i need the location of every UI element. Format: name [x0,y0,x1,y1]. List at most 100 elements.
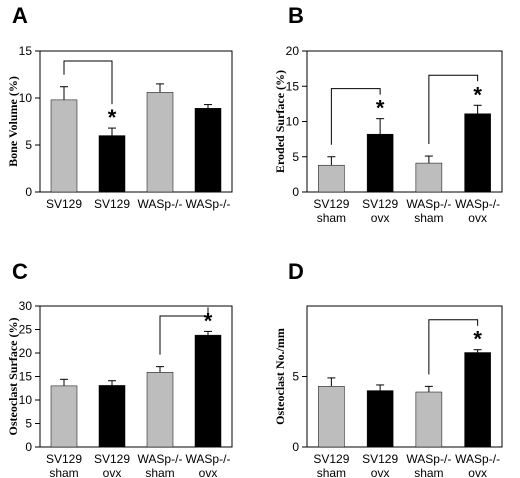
y-tick-label: 5 [292,150,299,164]
significance-bracket: * [63,60,117,130]
x-category-sublabel: ovx [199,466,218,478]
panel-letter: C [12,259,28,284]
x-category-sublabel: sham [49,466,78,478]
x-category-sublabel: sham [414,211,443,225]
error-bar [376,384,385,391]
bracket-line [330,88,381,145]
y-tick-label: 0 [292,185,299,199]
y-axis-label: Osteoclast No./mm [273,328,287,425]
y-tick-label: 0 [25,185,32,199]
x-category-sublabel: ovx [468,466,487,478]
error-bar [108,127,116,136]
panel-a: A Bone Volume (%) 0 5 10 15 SV129 SV129 WASp-/- W… [6,3,233,211]
significance-star: * [108,105,117,130]
bar [98,135,126,193]
bar [464,352,491,448]
significance-star: * [376,96,385,121]
bar [194,108,222,193]
bracket-line [63,60,113,105]
x-category-label: SV129 [362,452,398,466]
bar [50,99,78,193]
panel-c: C Osteoclast Surface (%) 0 5 10 15 20 25 30 SV129… [6,259,233,478]
y-tick-label: 10 [19,91,33,105]
x-category-label: WASp-/- [406,197,451,211]
error-bar [60,378,68,386]
x-category-sublabel: ovx [468,211,487,225]
error-bar [424,155,433,164]
x-category-label: SV129 [46,452,82,466]
significance-bracket: * [428,319,482,375]
error-bar [108,380,116,386]
y-tick-label: 10 [286,115,300,129]
y-tick-label: 5 [292,370,299,384]
x-category-label: WASp-/- [406,452,451,466]
y-axis-label: Eroded Surface (%) [273,70,287,173]
error-bar [204,330,212,336]
error-bar [60,86,68,100]
error-bar [376,118,385,135]
panel-letter: B [288,3,304,28]
error-bar [327,156,336,166]
significance-star: * [473,82,482,107]
error-bar [204,104,212,109]
y-axis-label: Bone Volume (%) [6,76,20,167]
error-bar [156,366,164,373]
bar [146,92,174,193]
error-bar [424,385,433,393]
y-tick-label: 15 [19,44,33,58]
bar [415,391,443,448]
x-category-sublabel: sham [414,466,443,478]
x-category-label: SV129 [94,452,130,466]
x-category-label: SV129 [46,197,82,211]
panel-letter: A [12,3,28,28]
y-tick-label: 0 [25,440,32,454]
bracket-line [428,319,479,375]
y-tick-label: 15 [286,79,300,93]
bar [146,372,174,448]
significance-star: * [473,327,482,352]
x-category-label: WASp-/- [186,197,231,211]
x-category-label: WASp-/- [186,452,231,466]
x-category-label: WASp-/- [138,197,183,211]
bar [50,385,78,448]
y-tick-label: 5 [25,138,32,152]
bracket-line [428,74,479,145]
x-category-label: WASp-/- [455,452,500,466]
significance-bracket: * [330,88,385,145]
y-tick-label: 5 [25,417,32,431]
y-tick-label: 20 [19,346,33,360]
bar [415,162,443,193]
bar [98,385,126,448]
bar [464,113,491,193]
y-tick-label: 10 [19,393,33,407]
bar [318,386,345,448]
significance-bracket: * [428,74,482,145]
x-category-sublabel: sham [317,211,346,225]
x-category-label: SV129 [313,197,349,211]
plot-frame [39,50,233,193]
x-category-sublabel: ovx [371,211,390,225]
x-category-sublabel: ovx [371,466,390,478]
x-category-sublabel: sham [317,466,346,478]
y-tick-label: 20 [286,44,300,58]
panel-letter: D [288,259,304,284]
y-tick-label: 15 [19,370,33,384]
y-tick-label: 0 [292,440,299,454]
bar [366,390,394,448]
y-tick-label: 30 [19,299,33,313]
error-bar [156,83,164,93]
error-bar [327,377,336,387]
x-category-sublabel: ovx [103,466,122,478]
x-category-label: WASp-/- [455,197,500,211]
x-category-label: SV129 [94,197,130,211]
bar [194,334,222,448]
x-category-sublabel: sham [145,466,174,478]
y-tick-label: 25 [19,323,33,337]
y-axis-label: Osteoclast Surface (%) [6,318,20,436]
error-bar [473,104,482,114]
bar [366,133,394,193]
significance-bracket: * [159,307,213,355]
